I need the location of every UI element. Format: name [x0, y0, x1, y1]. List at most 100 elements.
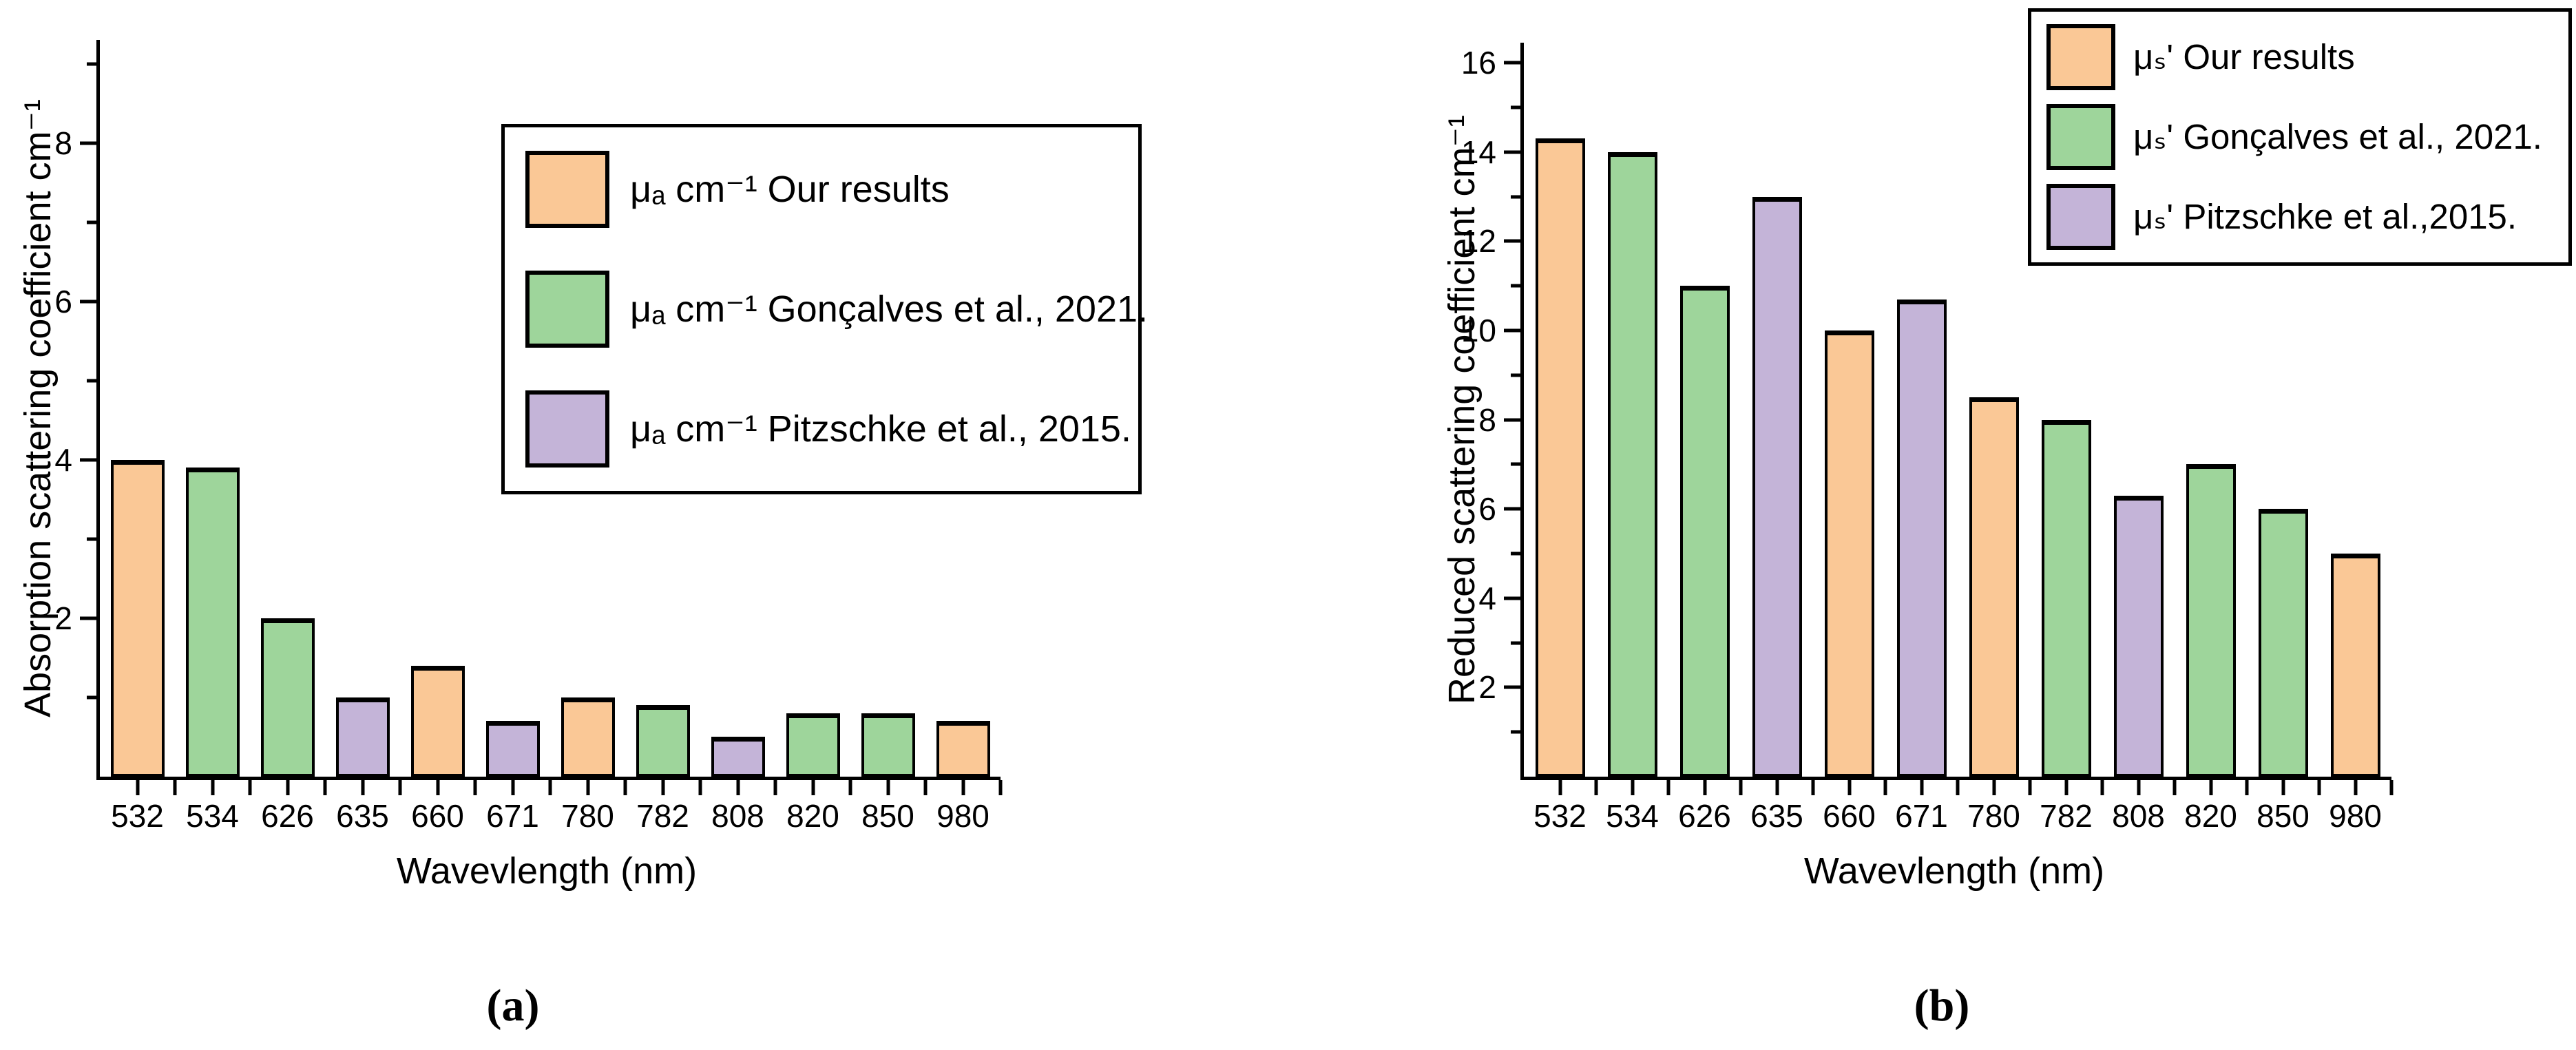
- x-major-tick: [361, 780, 364, 795]
- y-tick-label: 8: [54, 125, 72, 161]
- y-major-tick: [80, 141, 96, 145]
- y-tick-label: 2: [54, 600, 72, 636]
- legend-entry-pitzschke: μₛ' Pitzschke et al.,2015.: [2046, 184, 2553, 250]
- x-tick-label: 850: [2256, 798, 2310, 834]
- bar-532: [1535, 138, 1585, 777]
- x-major-tick: [2281, 780, 2285, 795]
- bar-635: [1752, 196, 1802, 777]
- legend-label-goncalves: μₛ' Gonçalves et al., 2021.: [2133, 117, 2542, 157]
- y-major-tick: [80, 458, 96, 462]
- plot-area-b: 2 4 6 8 10 12 14 16 532 534 626 635 660 671 780 782 808 8…: [1461, 43, 2394, 832]
- y-major-tick: [1504, 150, 1520, 154]
- x-boundary-tick: [398, 780, 402, 795]
- x-major-tick: [2354, 780, 2357, 795]
- x-boundary-tick: [698, 780, 702, 795]
- y-tick-label: 16: [1460, 45, 1496, 81]
- x-tick-label: 780: [561, 798, 614, 834]
- x-tick-label: 534: [1606, 798, 1659, 834]
- legend-label-pitzschke: μₛ' Pitzschke et al.,2015.: [2133, 197, 2517, 237]
- y-tick-label: 2: [1478, 669, 1496, 706]
- x-boundary-tick: [2028, 780, 2032, 795]
- y-major-tick: [1504, 61, 1520, 65]
- x-major-tick: [1558, 780, 1562, 795]
- y-minor-tick: [1511, 462, 1520, 466]
- y-minor-tick: [87, 537, 96, 541]
- legend-swatch-ours: [2046, 24, 2115, 90]
- y-tick-label: 6: [54, 283, 72, 319]
- x-tick-label: 635: [1750, 798, 1803, 834]
- bar-626: [1679, 286, 1730, 777]
- caption-b: (b): [1914, 980, 1970, 1031]
- plot-area-a: 2 4 6 8 532 534 626 635 660 671 780 782 808 820 850 980: [54, 40, 1003, 832]
- x-tick-label: 660: [411, 798, 464, 834]
- y-tick-label: 4: [54, 441, 72, 478]
- y-major-tick: [80, 616, 96, 620]
- x-boundary-tick: [623, 780, 627, 795]
- x-boundary-tick: [1594, 780, 1598, 795]
- x-major-tick: [436, 780, 439, 795]
- caption-a: (a): [486, 980, 540, 1031]
- bar-660: [410, 665, 465, 777]
- legend-label-pitzschke: μₐ cm⁻¹ Pitzschke et al., 2015.: [630, 408, 1131, 450]
- x-major-tick: [736, 780, 740, 795]
- legend-swatch-pitzschke: [525, 390, 609, 468]
- bar-671: [485, 721, 540, 777]
- x-tick-label: 780: [1967, 798, 2020, 834]
- legend-label-goncalves: μₐ cm⁻¹ Gonçalves et al., 2021.: [630, 288, 1149, 330]
- x-boundary-tick: [548, 780, 552, 795]
- x-tick-label: 782: [2040, 798, 2093, 834]
- x-major-tick: [1920, 780, 1923, 795]
- x-boundary-tick: [473, 780, 477, 795]
- x-tick-label: 671: [486, 798, 539, 834]
- y-axis-title-b: Reduced scattering coefficient cm⁻¹: [1441, 115, 1483, 704]
- x-boundary-tick: [323, 780, 327, 795]
- y-major-tick: [80, 300, 96, 304]
- x-boundary-tick: [1811, 780, 1815, 795]
- x-tick-label: 782: [636, 798, 689, 834]
- x-boundary-tick: [2245, 780, 2249, 795]
- x-major-tick: [211, 780, 214, 795]
- x-tick-label: 671: [1895, 798, 1948, 834]
- bar-980: [2330, 554, 2380, 777]
- bar-635: [335, 697, 390, 777]
- x-boundary-tick: [2389, 780, 2394, 795]
- x-major-tick: [136, 780, 139, 795]
- legend-label-ours: μₐ cm⁻¹ Our results: [630, 168, 950, 210]
- y-minor-tick: [87, 695, 96, 700]
- x-major-tick: [661, 780, 664, 795]
- x-tick-label: 534: [186, 798, 239, 834]
- x-boundary-tick: [923, 780, 928, 795]
- x-major-tick: [586, 780, 589, 795]
- y-tick-label: 10: [1460, 312, 1496, 348]
- x-tick-label: 820: [786, 798, 839, 834]
- x-boundary-tick: [1883, 780, 1887, 795]
- bar-820: [2186, 464, 2236, 777]
- legend-entry-ours: μₛ' Our results: [2046, 24, 2553, 90]
- y-minor-tick: [1511, 373, 1520, 377]
- x-major-tick: [286, 780, 289, 795]
- legend-swatch-goncalves: [525, 271, 609, 348]
- x-boundary-tick: [848, 780, 852, 795]
- bar-532: [110, 459, 165, 777]
- x-major-tick: [886, 780, 890, 795]
- x-boundary-tick: [1666, 780, 1671, 795]
- bar-808: [711, 737, 765, 777]
- x-major-tick: [511, 780, 514, 795]
- x-major-tick: [2064, 780, 2068, 795]
- bar-534: [185, 468, 240, 777]
- y-minor-tick: [87, 220, 96, 224]
- y-major-tick: [1504, 507, 1520, 511]
- bar-850: [2258, 509, 2308, 777]
- x-boundary-tick: [1956, 780, 1960, 795]
- x-boundary-tick: [998, 780, 1003, 795]
- x-boundary-tick: [248, 780, 252, 795]
- bar-782: [636, 705, 690, 777]
- x-tick-label: 626: [1678, 798, 1731, 834]
- x-tick-label: 850: [861, 798, 914, 834]
- y-tick-label: 12: [1460, 223, 1496, 260]
- bar-850: [861, 713, 915, 777]
- y-major-tick: [1504, 328, 1520, 333]
- x-major-tick: [811, 780, 815, 795]
- y-minor-tick: [1511, 195, 1520, 199]
